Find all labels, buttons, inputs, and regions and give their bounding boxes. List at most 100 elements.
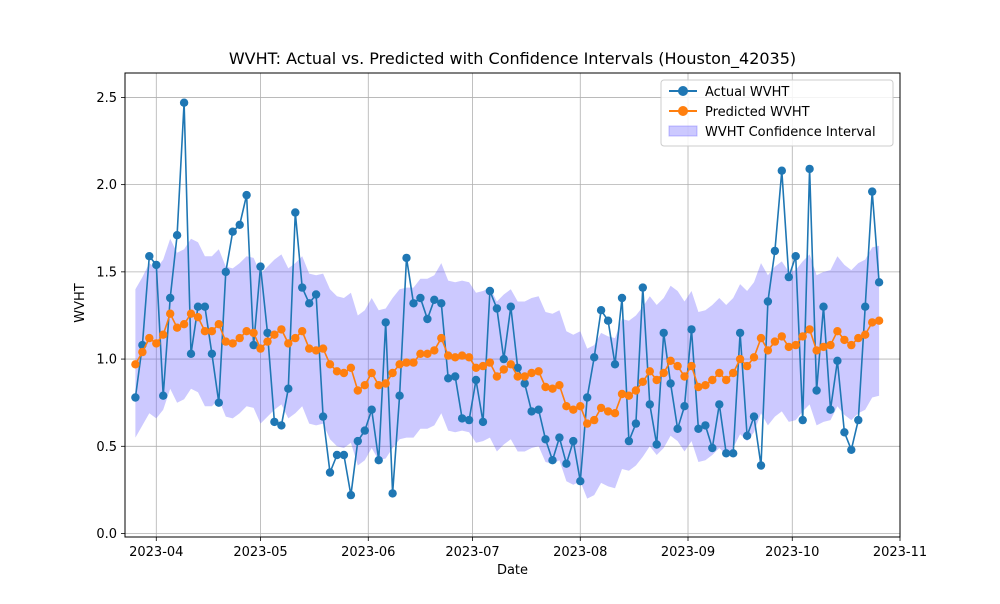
predicted-data-point — [777, 332, 786, 341]
y-axis-label: WVHT — [73, 283, 88, 323]
predicted-data-point — [381, 379, 390, 388]
actual-data-point — [708, 443, 717, 453]
actual-data-point — [311, 290, 321, 299]
actual-data-point — [506, 302, 515, 311]
predicted-data-point — [520, 372, 529, 381]
predicted-data-point — [353, 386, 362, 395]
predicted-data-point — [346, 363, 356, 372]
predicted-data-point — [610, 409, 620, 418]
actual-data-point — [388, 489, 397, 498]
predicted-data-point — [798, 332, 807, 341]
actual-data-point — [256, 262, 265, 271]
actual-data-point — [749, 412, 759, 421]
predicted-data-point — [367, 368, 376, 378]
actual-data-point — [332, 450, 342, 460]
predicted-data-point — [569, 405, 578, 414]
actual-data-point — [485, 286, 495, 296]
actual-data-point — [444, 374, 453, 383]
predicted-data-point — [374, 381, 383, 390]
predicted-data-point — [284, 339, 293, 348]
actual-data-point — [756, 461, 766, 470]
predicted-data-point — [457, 351, 467, 360]
y-tick-label: 0.0 — [96, 527, 117, 542]
actual-data-point — [228, 227, 237, 236]
actual-data-point — [673, 424, 682, 433]
predicted-data-point — [402, 358, 411, 367]
predicted-data-point — [673, 361, 682, 371]
actual-data-point — [541, 435, 550, 444]
actual-data-point — [833, 356, 842, 365]
actual-data-point — [318, 412, 328, 421]
actual-data-point — [687, 325, 696, 334]
legend-predicted-label: Predicted WVHT — [705, 105, 810, 120]
actual-data-point — [270, 417, 279, 427]
actual-data-point — [339, 450, 349, 460]
predicted-data-point — [847, 340, 856, 350]
actual-data-point — [437, 299, 446, 308]
actual-data-point — [402, 253, 411, 263]
predicted-data-point — [332, 367, 342, 376]
actual-data-point — [166, 293, 175, 303]
predicted-data-point — [131, 360, 140, 369]
predicted-data-point — [200, 327, 210, 336]
predicted-data-point — [687, 361, 696, 371]
actual-data-point — [145, 252, 154, 261]
actual-data-point — [520, 379, 529, 388]
actual-data-point — [576, 477, 585, 486]
predicted-data-point — [652, 375, 661, 385]
predicted-data-point — [305, 344, 314, 353]
actual-data-point — [193, 302, 203, 311]
legend-ci-swatch — [668, 125, 698, 137]
predicted-data-point — [763, 346, 773, 355]
actual-data-point — [221, 267, 230, 277]
y-tick-label: 0.5 — [96, 440, 117, 455]
actual-data-point — [861, 302, 870, 311]
predicted-data-point — [722, 375, 731, 385]
predicted-data-point — [395, 360, 404, 369]
actual-data-point — [735, 328, 745, 338]
actual-data-point — [235, 220, 244, 229]
predicted-data-point — [263, 337, 272, 346]
actual-data-point — [416, 293, 425, 303]
actual-data-point — [353, 436, 362, 446]
actual-data-point — [791, 252, 800, 261]
predicted-data-point — [492, 372, 502, 381]
x-tick-label: 2023-06 — [341, 545, 395, 560]
predicted-data-point — [742, 361, 752, 371]
x-tick-label: 2023-05 — [233, 545, 287, 560]
chart-title: WVHT: Actual vs. Predicted with Confiden… — [229, 49, 796, 69]
actual-data-point — [590, 353, 599, 362]
legend-actual-marker — [678, 86, 688, 96]
actual-data-point — [131, 393, 140, 402]
predicted-data-point — [186, 309, 196, 318]
actual-data-point — [430, 295, 439, 304]
predicted-data-point — [756, 333, 766, 343]
actual-data-point — [207, 349, 217, 358]
predicted-data-point — [729, 368, 738, 378]
predicted-data-point — [298, 327, 307, 336]
x-tick-label: 2023-08 — [553, 545, 607, 560]
actual-data-point — [457, 414, 467, 423]
predicted-data-point — [819, 342, 828, 352]
actual-series-layer — [131, 98, 884, 500]
actual-data-point — [298, 283, 307, 292]
actual-data-point — [395, 391, 404, 400]
predicted-series-layer — [131, 309, 884, 428]
actual-data-point — [172, 231, 182, 240]
actual-data-point — [214, 398, 223, 407]
predicted-data-point — [527, 368, 536, 378]
actual-data-point — [847, 445, 856, 454]
actual-data-point — [652, 440, 661, 449]
predicted-data-point — [791, 340, 800, 350]
actual-data-point — [805, 164, 814, 174]
predicted-data-point — [548, 384, 557, 393]
actual-data-point — [555, 433, 564, 442]
actual-data-point — [742, 431, 752, 440]
actual-data-point — [367, 405, 376, 414]
actual-data-point — [152, 260, 161, 270]
actual-data-point — [694, 424, 703, 433]
predicted-data-point — [784, 342, 793, 352]
predicted-data-point — [735, 354, 745, 364]
predicted-data-point — [270, 330, 279, 339]
actual-data-point — [701, 421, 710, 430]
